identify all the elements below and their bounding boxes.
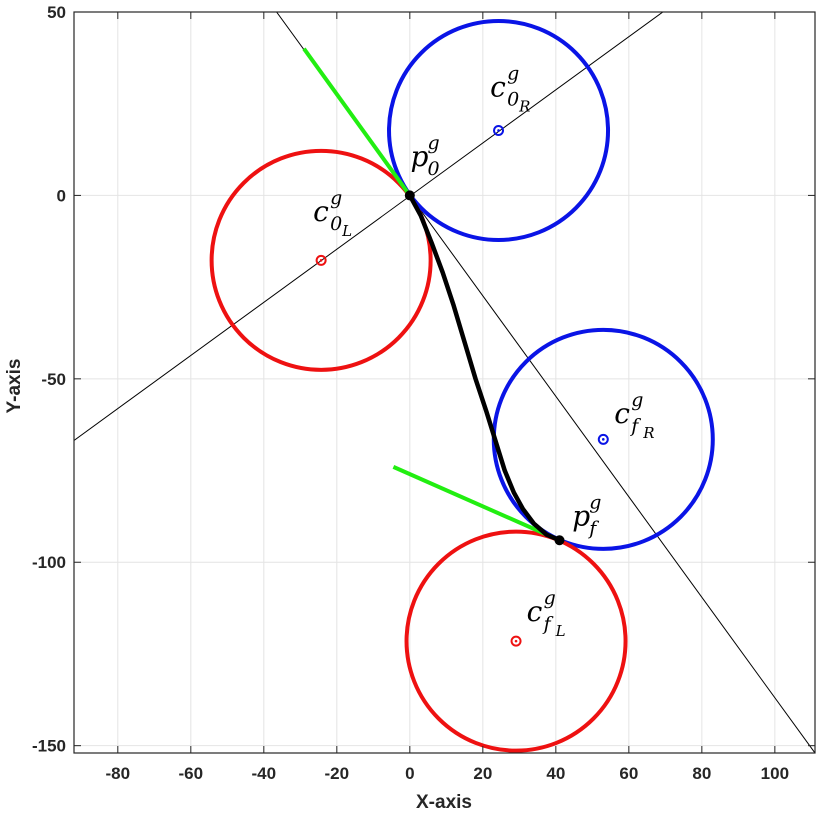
point-p0 xyxy=(404,190,415,201)
center-marker-dot xyxy=(319,259,323,262)
label-c0R: c g 0 R xyxy=(490,62,530,115)
label-sub: f xyxy=(587,518,599,540)
center-marker-c0L xyxy=(315,254,327,266)
label-sup: g xyxy=(330,187,342,209)
label-sup: g xyxy=(544,587,556,609)
label-sub2: R xyxy=(642,424,654,442)
x-tick-label: 40 xyxy=(546,764,565,783)
heading-segment xyxy=(392,465,561,543)
label-sub: 0 xyxy=(330,213,342,235)
y-axis-label: Y-axis xyxy=(4,359,25,414)
ticks: -80 -60 -40 -20 0 20 40 60 80 100 50 0 -50 -100 -150 xyxy=(32,3,815,783)
y-tick-label: 0 xyxy=(57,186,66,205)
trajectory-path xyxy=(407,193,562,543)
label-p0: p g 0 xyxy=(411,132,440,180)
label-base: c xyxy=(313,195,329,228)
y-tick-label: 50 xyxy=(47,3,66,22)
label-cfR: c gf R xyxy=(614,389,654,442)
x-tick-label: 80 xyxy=(692,764,711,783)
label-sup: g xyxy=(589,492,601,514)
y-tick-label: -150 xyxy=(32,737,66,756)
points-layer xyxy=(315,124,609,647)
x-tick-label: 60 xyxy=(619,764,638,783)
x-tick-label: -80 xyxy=(106,764,131,783)
y-tick-label: -100 xyxy=(32,553,66,572)
center-marker-dot xyxy=(601,438,605,441)
x-tick-label: -60 xyxy=(179,764,204,783)
x-tick-label: -20 xyxy=(325,764,350,783)
label-sub2: R xyxy=(518,97,530,115)
turning-circle-c0L xyxy=(209,148,433,372)
x-tick-label: -40 xyxy=(252,764,277,783)
label-base: c xyxy=(614,397,630,430)
label-sub: 0 xyxy=(428,158,440,180)
label-sup: g xyxy=(507,62,519,84)
turning-circle-cfL xyxy=(404,529,628,753)
point-pf xyxy=(554,535,565,546)
reference-line xyxy=(74,12,664,441)
plot-background xyxy=(74,12,815,753)
label-cfL: c gf L xyxy=(527,587,566,640)
label-sub: f xyxy=(542,613,554,635)
label-base: p xyxy=(572,500,590,533)
center-marker-cfL xyxy=(510,635,522,647)
plot-frame xyxy=(73,11,816,754)
label-base: p xyxy=(411,140,429,173)
center-marker-dot xyxy=(514,639,518,643)
label-c0L: c g 0 L xyxy=(313,187,352,240)
heading-segment xyxy=(302,47,412,197)
center-marker-c0R xyxy=(493,124,505,136)
label-pf: p gf xyxy=(572,492,601,540)
x-tick-label: 0 xyxy=(405,764,414,783)
label-sup: g xyxy=(428,132,440,154)
label-sub: 0 xyxy=(507,88,519,110)
center-marker-dot xyxy=(497,129,500,132)
label-sub2: L xyxy=(341,222,352,240)
label-sub: f xyxy=(629,415,641,437)
label-base: c xyxy=(527,595,543,628)
data-layer xyxy=(74,12,815,753)
x-axis-label: X-axis xyxy=(416,792,472,813)
y-tick-label: -50 xyxy=(41,370,66,389)
label-base: c xyxy=(490,70,506,103)
x-tick-label: 20 xyxy=(473,764,492,783)
center-marker-cfR xyxy=(597,433,609,445)
turning-circle-c0R xyxy=(387,18,611,242)
x-tick-label: 100 xyxy=(761,764,789,783)
label-sup: g xyxy=(631,389,643,411)
label-sub2: L xyxy=(555,622,566,640)
annotations: p g0p gfc g0 Rc g0 Lc gf Rc gf L xyxy=(313,62,654,640)
